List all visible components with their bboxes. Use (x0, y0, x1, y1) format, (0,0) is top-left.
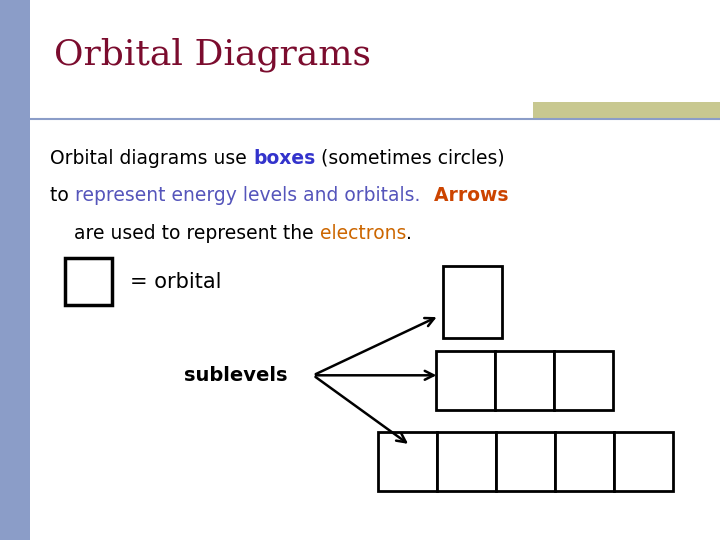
Text: Arrows: Arrows (420, 186, 508, 205)
Bar (436, 351, 495, 410)
Bar (495, 351, 554, 410)
Text: sublevels: sublevels (184, 366, 287, 385)
Text: electrons: electrons (320, 224, 406, 243)
Bar (65, 258, 112, 305)
Bar (0, 0, 30, 540)
Bar (496, 432, 555, 491)
Bar (555, 432, 614, 491)
Bar (437, 432, 496, 491)
Bar (443, 266, 502, 338)
Text: = orbital: = orbital (130, 272, 221, 292)
Bar (614, 432, 673, 491)
Text: are used to represent the: are used to represent the (50, 224, 320, 243)
Text: represent energy levels and orbitals.: represent energy levels and orbitals. (75, 186, 420, 205)
Text: (sometimes circles): (sometimes circles) (315, 148, 505, 167)
Text: Orbital Diagrams: Orbital Diagrams (54, 38, 371, 72)
Text: Orbital diagrams use: Orbital diagrams use (50, 148, 253, 167)
Bar (533, 102, 720, 119)
Text: boxes: boxes (253, 148, 315, 167)
Text: to: to (50, 186, 75, 205)
Bar (554, 351, 613, 410)
Bar (378, 432, 437, 491)
Text: .: . (406, 224, 413, 243)
